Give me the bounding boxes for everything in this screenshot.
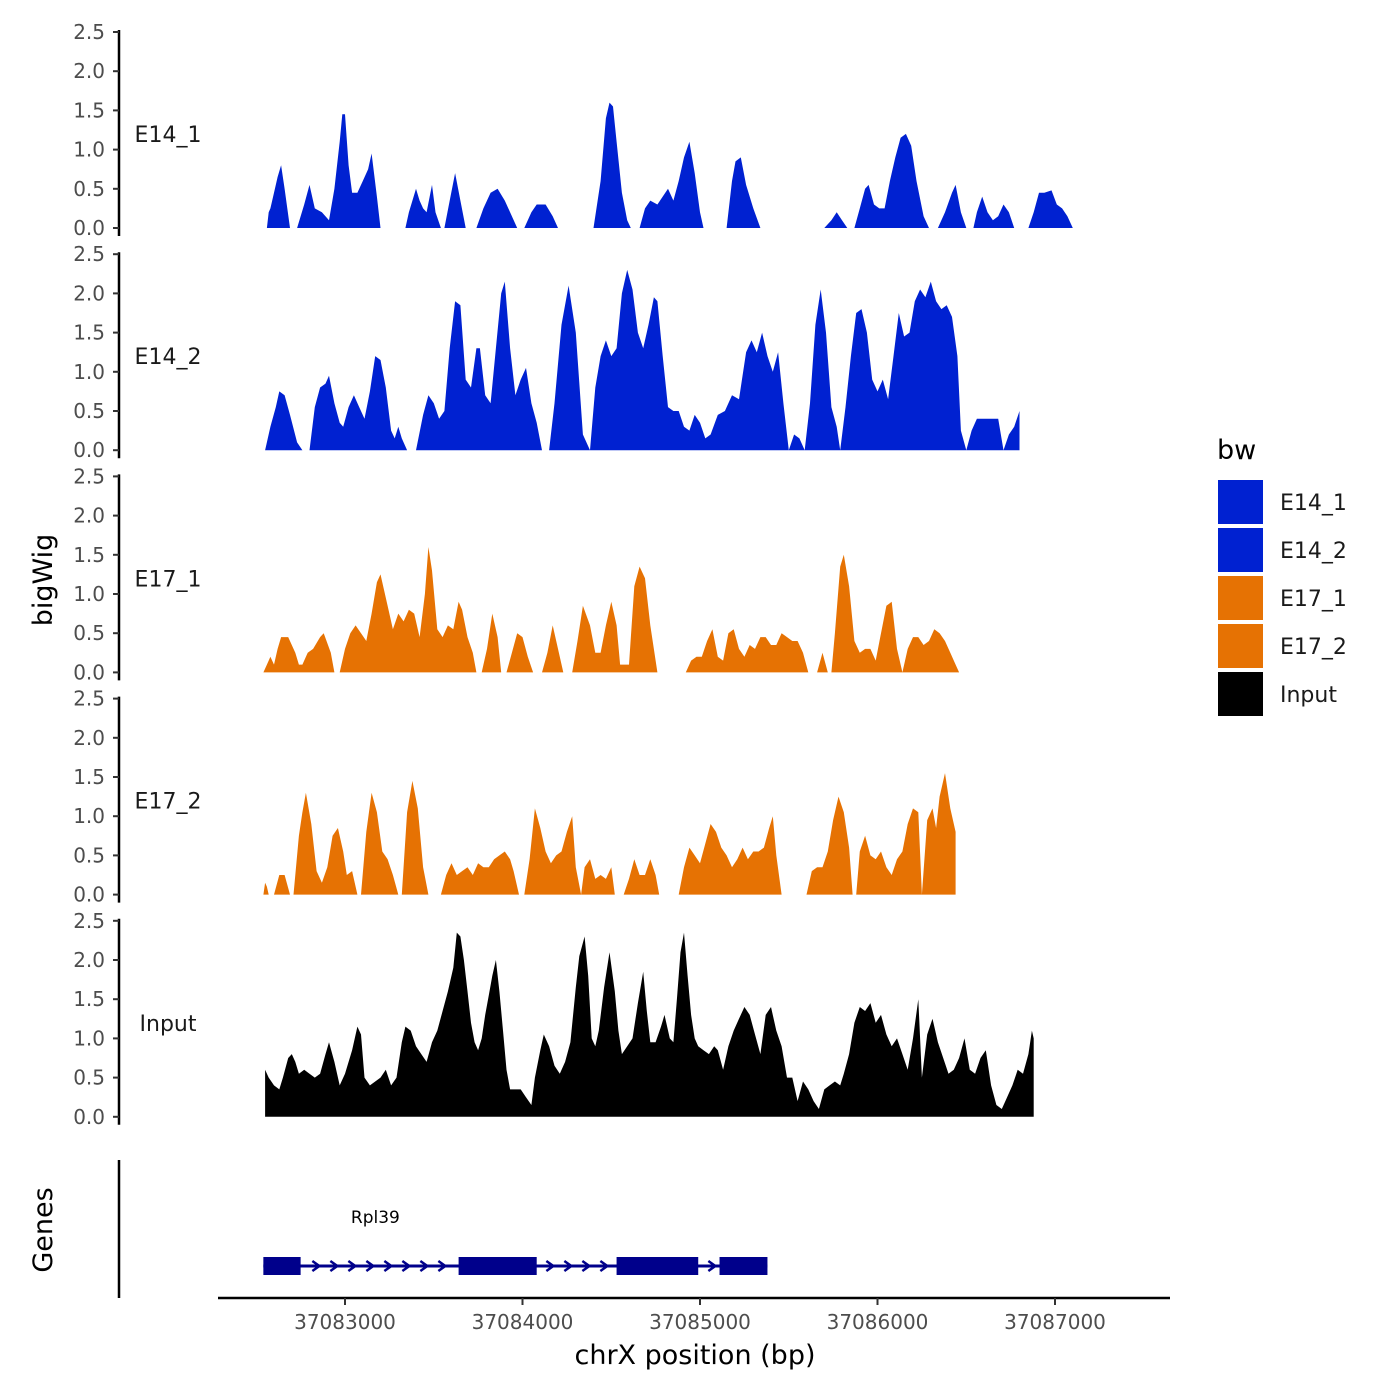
y-tick-label: 2.0	[73, 504, 105, 528]
gene-exon	[616, 1257, 699, 1275]
y-tick-label: 2.5	[73, 909, 105, 933]
y-tick-label: 1.0	[73, 804, 105, 828]
legend-entry-E14_1: E14_1	[1218, 480, 1347, 524]
y-tick-label: 0.0	[73, 883, 105, 907]
y-tick-label: 1.5	[73, 765, 105, 789]
x-tick-label: 37083000	[294, 1310, 396, 1334]
strand-arrow	[329, 1259, 340, 1273]
strand-arrow	[599, 1259, 610, 1273]
y-tick-label: 1.5	[73, 987, 105, 1011]
gene-Rpl39: Rpl39	[263, 1208, 768, 1275]
y-tick-label: 1.5	[73, 321, 105, 345]
legend-entry-E17_2: E17_2	[1218, 624, 1347, 668]
track-Input: 0.0 0.5 1.0 1.5 2.0 2.5 Input	[73, 909, 1034, 1129]
strand-arrow	[581, 1259, 592, 1273]
legend-key	[1218, 480, 1263, 524]
legend-label: E17_1	[1280, 587, 1347, 612]
x-axis-title: chrX position (bp)	[574, 1340, 815, 1371]
y-tick-label: 1.5	[73, 543, 105, 567]
gene-exon	[263, 1257, 301, 1275]
legend: bw E14_1 E14_2 E17_1 E17_2 Input	[1217, 435, 1347, 716]
legend-label: E17_2	[1280, 635, 1347, 660]
legend-key	[1218, 576, 1263, 620]
track-label: E14_1	[135, 123, 202, 148]
y-tick-label: 0.0	[73, 216, 105, 240]
coverage-area-E14_2	[265, 269, 1020, 451]
track-E14_1: 0.0 0.5 1.0 1.5 2.0 2.5 E14_1	[73, 20, 1073, 240]
gene-exon	[719, 1257, 768, 1275]
y-tick-label: 1.0	[73, 360, 105, 384]
strand-arrow	[365, 1259, 376, 1273]
legend-title: bw	[1217, 435, 1256, 466]
strand-arrow	[311, 1259, 322, 1273]
strand-arrow	[437, 1259, 448, 1273]
strand-arrow	[563, 1259, 574, 1273]
strand-arrow	[401, 1259, 412, 1273]
x-tick-label: 37087000	[1004, 1310, 1106, 1334]
genes-panel: Rpl39	[117, 1160, 768, 1298]
strand-arrow	[419, 1259, 430, 1273]
y-tick-label: 2.5	[73, 242, 105, 266]
legend-label: Input	[1280, 683, 1337, 708]
y-tick-label: 2.0	[73, 948, 105, 972]
track-label: E14_2	[135, 345, 202, 370]
genes-axis-title: Genes	[28, 1187, 59, 1272]
y-tick-label: 0.0	[73, 1105, 105, 1129]
y-tick-label: 0.5	[73, 621, 105, 645]
strand-arrow	[545, 1259, 556, 1273]
track-E14_2: 0.0 0.5 1.0 1.5 2.0 2.5 E14_2	[73, 242, 1020, 462]
legend-entry-Input: Input	[1218, 672, 1337, 716]
legend-entry-E14_2: E14_2	[1218, 528, 1347, 572]
y-tick-label: 0.0	[73, 438, 105, 462]
x-axis: 37083000 37084000 37085000 37086000 37087000	[218, 1296, 1170, 1334]
y-tick-label: 2.0	[73, 59, 105, 83]
legend-key	[1218, 672, 1263, 716]
strand-arrow	[383, 1259, 394, 1273]
tracks-group: 0.0 0.5 1.0 1.5 2.0 2.5 E14_1 0.0 0.5 1.0 1.5 2.0 2.…	[73, 20, 1073, 1129]
coverage-area-E14_1	[266, 102, 1073, 228]
y-tick-label: 2.5	[73, 20, 105, 44]
x-tick-label: 37086000	[827, 1310, 929, 1334]
y-tick-label: 0.5	[73, 399, 105, 423]
y-tick-label: 1.0	[73, 1026, 105, 1050]
y-tick-label: 0.0	[73, 660, 105, 684]
y-tick-label: 0.5	[73, 1066, 105, 1090]
y-tick-label: 1.0	[73, 582, 105, 606]
legend-key	[1218, 624, 1263, 668]
y-tick-label: 0.5	[73, 177, 105, 201]
legend-label: E14_1	[1280, 491, 1347, 516]
track-label: E17_2	[135, 790, 202, 815]
strand-arrow	[707, 1259, 718, 1273]
legend-label: E14_2	[1280, 539, 1347, 564]
track-label: E17_1	[135, 567, 202, 592]
y-tick-label: 2.5	[73, 464, 105, 488]
legend-key	[1218, 528, 1263, 572]
track-E17_1: 0.0 0.5 1.0 1.5 2.0 2.5 E17_1	[73, 464, 960, 684]
coverage-area-E17_2	[263, 773, 956, 895]
x-tick-label: 37084000	[472, 1310, 574, 1334]
coverage-area-Input	[265, 932, 1034, 1117]
y-tick-label: 2.5	[73, 687, 105, 711]
coverage-area-E17_1	[263, 547, 960, 673]
legend-entry-E17_1: E17_1	[1218, 576, 1347, 620]
strand-arrow	[347, 1259, 358, 1273]
y-tick-label: 1.5	[73, 98, 105, 122]
gene-label: Rpl39	[351, 1208, 400, 1228]
track-label: Input	[140, 1012, 197, 1037]
gene-exon	[458, 1257, 537, 1275]
y-tick-label: 2.0	[73, 281, 105, 305]
y-tick-label: 0.5	[73, 843, 105, 867]
y-tick-label: 2.0	[73, 726, 105, 750]
y-tick-label: 1.0	[73, 138, 105, 162]
y-axis-title: bigWig	[28, 534, 59, 627]
x-tick-label: 37085000	[649, 1310, 751, 1334]
track-E17_2: 0.0 0.5 1.0 1.5 2.0 2.5 E17_2	[73, 687, 956, 907]
